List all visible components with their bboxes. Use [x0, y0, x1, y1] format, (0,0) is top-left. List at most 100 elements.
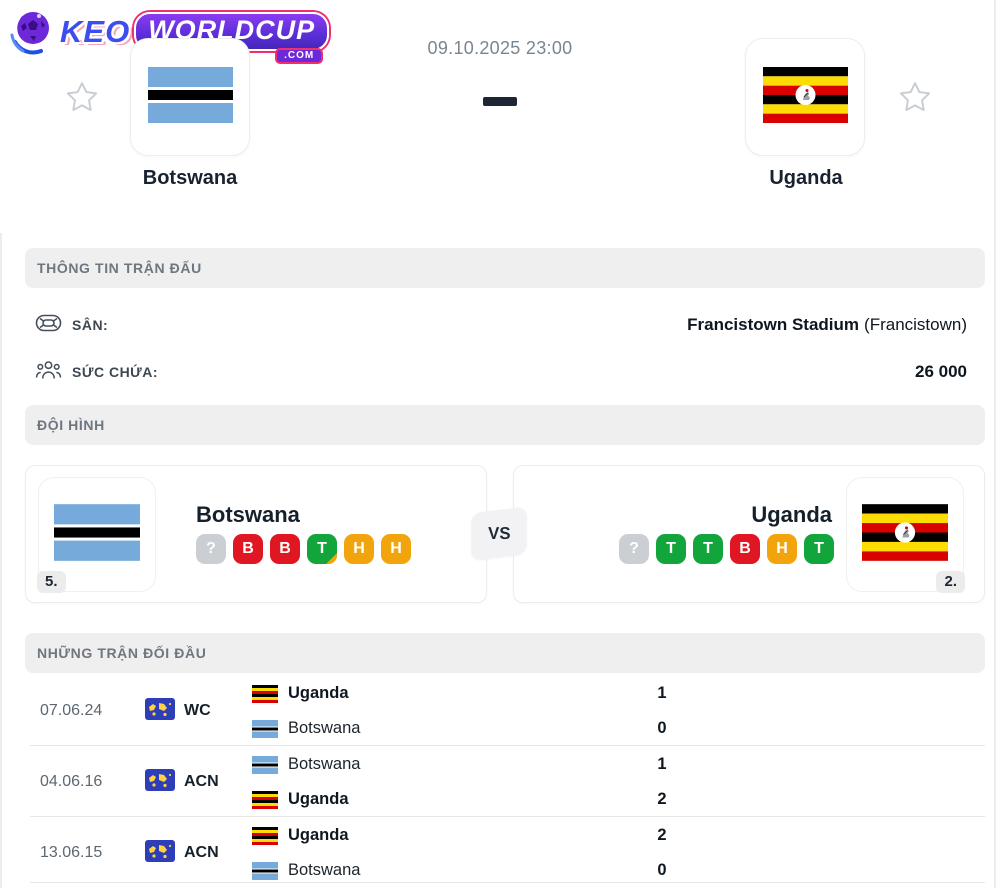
home-form-row: ? B B T H H [196, 534, 411, 564]
team-flag-mini [252, 790, 278, 809]
h2h-team-name: Botswana [288, 719, 361, 737]
row-divider [30, 816, 985, 817]
venue-label: SÂN: [72, 317, 109, 333]
section-header-h2h: NHỮNG TRẬN ĐỐI ĐẦU [25, 633, 985, 673]
form-badge: T [656, 534, 686, 564]
h2h-competition-label: ACN [184, 773, 219, 790]
h2h-team-name: Uganda [288, 684, 349, 702]
world-map-icon [145, 697, 175, 725]
form-badge: T [804, 534, 834, 564]
favorite-away-star-icon[interactable] [897, 79, 933, 115]
h2h-row[interactable]: 07.06.24 WC Uganda 1 Botswana 0 [25, 676, 985, 746]
h2h-teams: Botswana 1 Uganda 2 [252, 747, 985, 817]
team-flag-mini [252, 861, 278, 880]
vs-label: VS [487, 523, 511, 543]
world-map-icon [145, 768, 175, 796]
h2h-line: Uganda 2 [252, 782, 985, 817]
stadium-icon [35, 311, 62, 340]
h2h-score: 0 [657, 861, 667, 879]
h2h-line: Uganda 2 [252, 818, 985, 853]
score-separator [483, 97, 517, 106]
h2h-line: Botswana 0 [252, 853, 985, 888]
away-rank-badge: 2. [936, 571, 965, 593]
section-header-lineup: ĐỘI HÌNH [25, 405, 985, 445]
capacity-label: SỨC CHỨA: [72, 364, 159, 380]
h2h-teams: Uganda 2 Botswana 0 [252, 818, 985, 888]
h2h-competition-label: WC [184, 702, 211, 719]
h2h-line: Botswana 0 [252, 711, 985, 746]
h2h-score: 2 [657, 826, 667, 844]
lineup-card-home[interactable]: 5. Botswana ? B B T H H [25, 465, 487, 603]
lineup-card-away[interactable]: 2. Uganda ? T T B H T [513, 465, 985, 603]
uganda-flag [862, 503, 948, 566]
brand-keo: KEO [60, 13, 131, 49]
venue-row: SÂN: Francistown Stadium (Francistown) [25, 304, 985, 346]
world-map-icon [145, 839, 175, 867]
team-flag-mini [252, 755, 278, 774]
home-team-flag-card[interactable] [130, 38, 250, 156]
h2h-date: 13.06.15 [40, 844, 103, 861]
favorite-home-star-icon[interactable] [64, 79, 100, 115]
venue-value: Francistown Stadium (Francistown) [687, 315, 967, 335]
kickoff-datetime: 09.10.2025 23:00 [427, 38, 573, 58]
form-badge: T [693, 534, 723, 564]
h2h-line: Uganda 1 [252, 676, 985, 711]
page-left-border [0, 233, 2, 888]
home-flag-box: 5. [37, 477, 156, 593]
row-divider [30, 745, 985, 746]
form-badge: B [730, 534, 760, 564]
home-rank-badge: 5. [37, 571, 66, 593]
h2h-score: 2 [657, 790, 667, 808]
h2h-teams: Uganda 1 Botswana 0 [252, 676, 985, 746]
row-divider [30, 882, 985, 883]
people-icon [35, 358, 62, 386]
page-right-border [994, 0, 996, 888]
form-badge: T [307, 534, 337, 564]
soccer-ball-icon [8, 6, 58, 63]
venue-city: (Francistown) [864, 315, 967, 334]
h2h-competition: ACN [145, 747, 219, 817]
h2h-date: 07.06.24 [40, 702, 103, 719]
form-badge: B [233, 534, 263, 564]
botswana-flag [147, 66, 233, 128]
capacity-value: 26 000 [915, 362, 967, 382]
capacity-number: 26 000 [915, 362, 967, 381]
h2h-line: Botswana 1 [252, 747, 985, 782]
team-flag-mini [252, 684, 278, 703]
away-team-name: Uganda [769, 167, 843, 189]
h2h-competition: ACN [145, 818, 219, 888]
section-header-match-info: THÔNG TIN TRẬN ĐẤU [25, 248, 985, 288]
away-form-row: ? T T B H T [619, 534, 834, 564]
team-flag-mini [252, 719, 278, 738]
h2h-row[interactable]: 04.06.16 ACN Botswana 1 Uganda 2 [25, 747, 985, 817]
form-badge: ? [196, 534, 226, 564]
venue-name: Francistown Stadium [687, 315, 860, 334]
h2h-row[interactable]: 13.06.15 ACN Uganda 2 Botswana 0 [25, 818, 985, 888]
home-team-name: Botswana [142, 167, 238, 189]
botswana-flag [54, 503, 140, 566]
h2h-score: 1 [657, 755, 667, 773]
h2h-score: 1 [657, 684, 667, 702]
h2h-team-name: Botswana [288, 861, 361, 879]
home-lineup-name: Botswana [196, 502, 300, 527]
h2h-date: 04.06.16 [40, 773, 103, 790]
form-badge: B [270, 534, 300, 564]
form-badge: ? [619, 534, 649, 564]
h2h-competition-label: ACN [184, 844, 219, 861]
capacity-row: SỨC CHỨA: 26 000 [25, 351, 985, 393]
h2h-competition: WC [145, 676, 211, 746]
vs-badge: VS [471, 506, 527, 561]
form-badge: H [767, 534, 797, 564]
away-team-flag-card[interactable] [745, 38, 865, 156]
form-badge: H [381, 534, 411, 564]
uganda-flag [762, 66, 848, 128]
form-badge: H [344, 534, 374, 564]
brand-dotcom: .COM [275, 48, 324, 64]
h2h-team-name: Uganda [288, 826, 349, 844]
team-flag-mini [252, 826, 278, 845]
h2h-score: 0 [657, 719, 667, 737]
away-flag-box: 2. [846, 477, 965, 593]
h2h-team-name: Botswana [288, 755, 361, 773]
away-lineup-name: Uganda [751, 502, 832, 527]
